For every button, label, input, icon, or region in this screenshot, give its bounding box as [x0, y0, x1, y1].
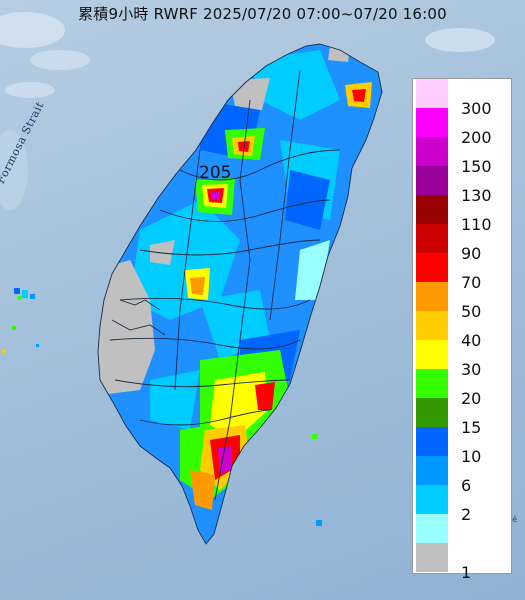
sea-rain-dots: [2, 288, 322, 526]
legend-swatch: [416, 137, 448, 166]
legend-item: 130: [413, 166, 511, 205]
rainfall-legend: 300 200 150 130 110 90 70 50 40 30 20 15 10 6 2 1: [412, 78, 512, 582]
legend-label: 300: [461, 99, 492, 118]
legend-swatch: [416, 253, 448, 282]
legend-swatch: [416, 224, 448, 253]
peak-rainfall-label: 205: [199, 163, 232, 183]
legend-item: 110: [413, 195, 511, 234]
legend-item: 20: [413, 369, 511, 408]
legend-label: 10: [461, 447, 482, 466]
legend-swatch: [416, 514, 448, 543]
legend-item: 1: [413, 543, 511, 582]
island-rainfall: [98, 44, 382, 544]
legend-item: 30: [413, 340, 511, 379]
legend-label: 200: [461, 128, 492, 147]
legend-item: 150: [413, 137, 511, 176]
legend-label: 2: [461, 505, 472, 524]
legend-swatch: [416, 543, 448, 572]
county-boundaries: [97, 43, 383, 545]
legend-swatch: [416, 311, 448, 340]
corner-text: 1é: [507, 515, 518, 524]
legend-swatch: [416, 456, 448, 485]
legend-item: [413, 514, 511, 543]
legend-swatch: [416, 195, 448, 224]
legend-label: 15: [461, 418, 482, 437]
map-title: 累積9小時 RWRF 2025/07/20 07:00~07/20 16:00: [78, 5, 447, 23]
legend-swatch: [416, 485, 448, 514]
sea-cloud-texture: [0, 12, 495, 210]
legend-swatch: [416, 398, 448, 427]
legend-swatch: [416, 108, 448, 137]
legend-label: 110: [461, 215, 492, 234]
legend-item: 50: [413, 282, 511, 321]
legend-label: 30: [461, 360, 482, 379]
legend-item: 2: [413, 485, 511, 524]
legend-swatch: [416, 369, 448, 398]
legend-item: 6: [413, 456, 511, 495]
legend-swatch: [416, 340, 448, 369]
legend-label: 6: [461, 476, 472, 495]
legend-item: 10: [413, 427, 511, 466]
legend-item: 200: [413, 108, 511, 147]
legend-label: 20: [461, 389, 482, 408]
legend-swatch: [416, 79, 448, 108]
legend-label: 90: [461, 244, 482, 263]
legend-swatch: [416, 282, 448, 311]
legend-item: 70: [413, 253, 511, 292]
legend-item: 300: [413, 79, 511, 118]
legend-item: 40: [413, 311, 511, 350]
legend-label: 70: [461, 273, 482, 292]
legend-label: 130: [461, 186, 492, 205]
legend-label: 50: [461, 302, 482, 321]
legend-item: 90: [413, 224, 511, 263]
legend-item: 15: [413, 398, 511, 437]
legend-swatch: [416, 427, 448, 456]
legend-label: 40: [461, 331, 482, 350]
legend-label: 150: [461, 157, 492, 176]
legend-label: 1: [461, 563, 472, 582]
legend-swatch: [416, 166, 448, 195]
